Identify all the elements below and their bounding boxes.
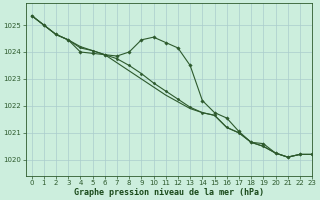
X-axis label: Graphe pression niveau de la mer (hPa): Graphe pression niveau de la mer (hPa) bbox=[74, 188, 264, 197]
